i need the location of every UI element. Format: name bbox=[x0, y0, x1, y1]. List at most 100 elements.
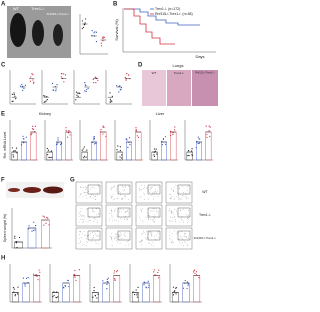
dot bbox=[206, 136, 208, 138]
event bbox=[82, 222, 84, 223]
event bbox=[91, 208, 93, 210]
event bbox=[153, 198, 155, 200]
dot bbox=[45, 100, 47, 102]
dot bbox=[36, 275, 38, 277]
event bbox=[151, 195, 153, 196]
event bbox=[83, 218, 85, 220]
flow-plot bbox=[105, 227, 133, 250]
dot bbox=[175, 287, 178, 289]
event bbox=[126, 210, 128, 212]
dot bbox=[77, 95, 79, 97]
event bbox=[124, 196, 126, 197]
y-label: Spleen weight (%) bbox=[3, 214, 7, 242]
event bbox=[172, 189, 174, 191]
event bbox=[169, 208, 171, 209]
event bbox=[119, 242, 121, 244]
group-label: Trex1-/- bbox=[31, 6, 46, 11]
dot bbox=[119, 149, 121, 152]
dot bbox=[37, 279, 39, 281]
event bbox=[171, 233, 173, 234]
plot-axis bbox=[79, 14, 108, 55]
organ-label: Liver bbox=[156, 111, 165, 116]
event bbox=[180, 231, 182, 233]
dot bbox=[44, 95, 46, 97]
dot bbox=[93, 32, 95, 34]
dot bbox=[27, 277, 29, 279]
dot bbox=[13, 288, 15, 290]
dot bbox=[172, 286, 175, 288]
dot bbox=[84, 81, 86, 84]
dot bbox=[106, 278, 108, 281]
dot bbox=[172, 133, 174, 136]
group-label: Rnf115-/-Trex1-/- bbox=[194, 236, 217, 240]
event bbox=[83, 191, 85, 193]
event bbox=[144, 186, 146, 188]
event bbox=[113, 185, 115, 187]
y-label: Rel. mRNA Level bbox=[3, 131, 7, 158]
dot bbox=[23, 87, 25, 90]
dot bbox=[153, 271, 155, 273]
event bbox=[185, 197, 187, 199]
dot bbox=[79, 92, 81, 95]
dot bbox=[87, 87, 89, 90]
panel-title: Lungs bbox=[173, 63, 184, 68]
dot bbox=[86, 88, 88, 91]
dot bbox=[137, 136, 140, 138]
y-label: Survival (%) bbox=[114, 19, 119, 41]
event bbox=[178, 198, 180, 199]
dot bbox=[46, 95, 48, 98]
event bbox=[139, 217, 141, 218]
event bbox=[121, 238, 123, 239]
dot bbox=[174, 126, 176, 128]
dot bbox=[20, 85, 22, 87]
event bbox=[148, 215, 150, 217]
dot bbox=[164, 143, 167, 145]
dot bbox=[32, 74, 34, 76]
event bbox=[152, 242, 154, 244]
event bbox=[85, 220, 87, 222]
dot bbox=[158, 269, 160, 271]
dot bbox=[56, 143, 58, 146]
dot bbox=[69, 134, 71, 136]
dot bbox=[92, 78, 94, 81]
event bbox=[98, 243, 99, 245]
dot bbox=[32, 128, 35, 130]
dot bbox=[206, 134, 208, 136]
event bbox=[141, 233, 143, 235]
dot bbox=[82, 148, 84, 150]
group-label: Trex1-/- bbox=[199, 213, 212, 217]
dot bbox=[115, 271, 118, 273]
event bbox=[89, 196, 91, 198]
event bbox=[169, 193, 170, 195]
dot bbox=[95, 77, 97, 79]
dot bbox=[199, 138, 201, 140]
dot bbox=[96, 297, 98, 299]
event bbox=[93, 211, 95, 213]
dot bbox=[195, 271, 197, 273]
dot bbox=[63, 287, 65, 289]
event bbox=[169, 220, 170, 221]
event bbox=[148, 198, 149, 200]
event bbox=[119, 236, 120, 237]
event bbox=[182, 239, 184, 240]
event bbox=[118, 211, 120, 213]
event bbox=[176, 196, 177, 198]
plot-axis bbox=[73, 70, 100, 105]
event bbox=[124, 235, 125, 236]
dot bbox=[38, 269, 40, 271]
event bbox=[124, 186, 126, 188]
event bbox=[93, 195, 94, 196]
event bbox=[169, 216, 171, 218]
dot bbox=[43, 101, 45, 103]
dot bbox=[51, 156, 53, 158]
event bbox=[117, 198, 118, 200]
dot bbox=[67, 279, 69, 281]
event bbox=[185, 233, 186, 234]
group-label: Rnf115-/-Trex1-/- bbox=[195, 71, 215, 75]
event bbox=[150, 210, 151, 212]
event bbox=[126, 211, 128, 212]
survival-curve bbox=[124, 8, 200, 26]
dot bbox=[46, 216, 48, 219]
dot bbox=[93, 136, 95, 138]
dot bbox=[43, 224, 45, 226]
